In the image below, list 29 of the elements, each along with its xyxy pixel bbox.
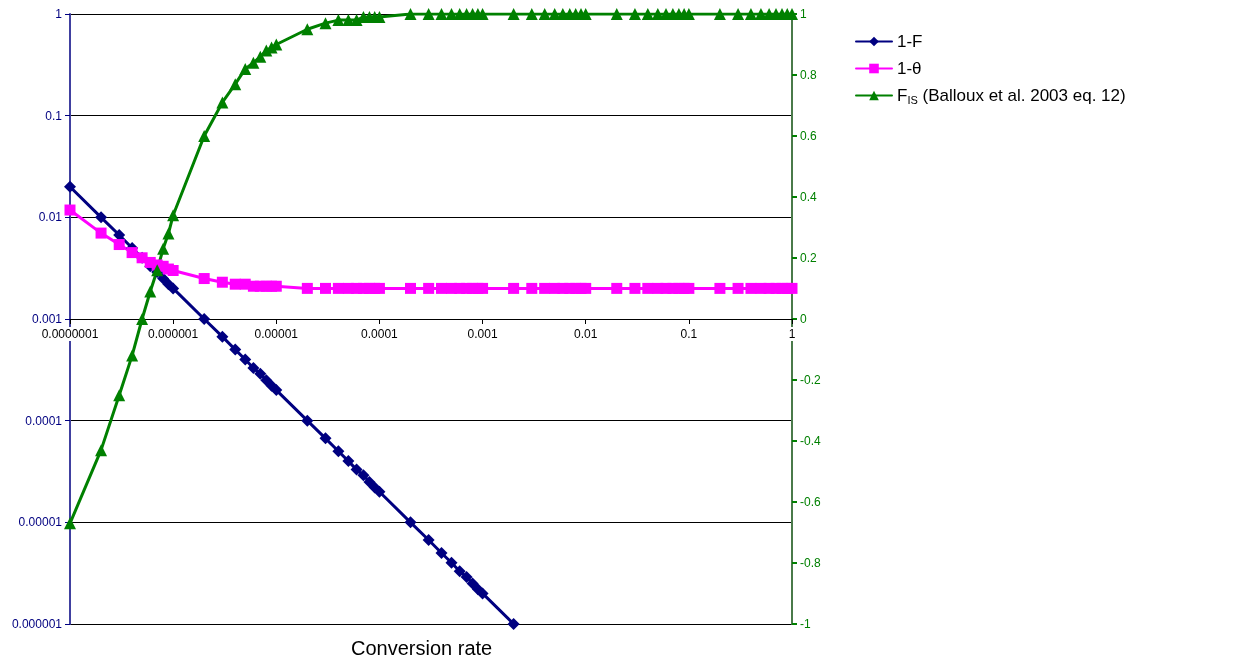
y-tick-label: 0.000001 [11, 617, 63, 631]
y-tick-label: 1 [55, 7, 63, 21]
y2-tick-label: 0.6 [800, 129, 818, 143]
y2-tick-label: 1 [800, 7, 807, 21]
x-tick-label: 0.000001 [148, 327, 199, 341]
x-tick-label: 0.01 [574, 327, 598, 341]
y2-tick-label: -0.6 [800, 495, 821, 509]
y-tick-label: 0.01 [38, 210, 63, 225]
y2-tick-label: -1 [800, 617, 811, 631]
y-tick-label: 0.1 [45, 108, 63, 123]
x-axis-title: Conversion rate [351, 637, 493, 659]
y2-tick-label: 0.4 [800, 190, 818, 204]
y2-tick-label: -0.8 [800, 556, 821, 570]
y2-tick-label: 0 [800, 312, 807, 326]
x-tick-label: 1 [788, 327, 796, 341]
x-tick-label: 0.1 [680, 327, 698, 341]
y-tick-label: 0.0001 [25, 413, 63, 428]
y2-tick-label: 0.2 [800, 251, 818, 265]
y2-tick-label: -0.2 [800, 373, 821, 387]
x-tick-label: 0.001 [467, 327, 498, 341]
y2-tick-label: -0.4 [800, 434, 821, 448]
y-tick-label: 0.00001 [18, 515, 63, 530]
y2-tick-label: 0.8 [800, 68, 818, 82]
legend-label: 1-θ [897, 59, 922, 78]
x-tick-label: 0.0000001 [41, 327, 99, 341]
legend-label: 1-F [897, 32, 923, 51]
x-tick-label: 0.0001 [361, 327, 399, 341]
y-tick-label: 0.001 [31, 312, 63, 326]
x-tick-label: 0.00001 [254, 327, 299, 341]
